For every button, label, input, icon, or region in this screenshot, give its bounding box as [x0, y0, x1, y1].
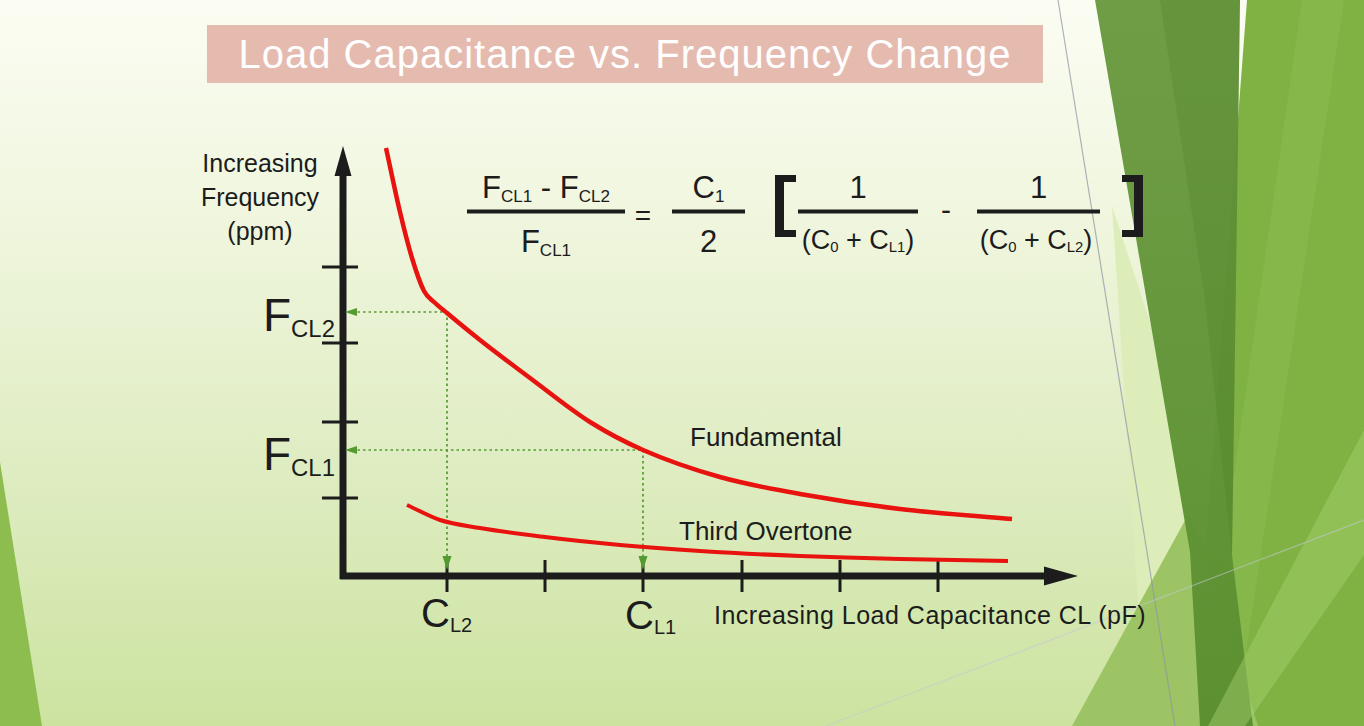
formula-minus: -: [936, 193, 956, 227]
slide-title: Load Capacitance vs. Frequency Change: [238, 32, 1011, 77]
slide-background: [0, 0, 1364, 726]
title-banner: Load Capacitance vs. Frequency Change: [207, 25, 1043, 83]
y-value-fcl1: FCL1: [263, 427, 335, 481]
y-axis-label: Increasing Frequency (ppm): [188, 146, 332, 248]
formula-c1-numerator: C1: [672, 170, 745, 206]
formula-lhs-numerator: FCL1 - FCL2: [467, 170, 625, 206]
fundamental-curve-label: Fundamental: [690, 422, 842, 453]
formula-equals: =: [628, 200, 658, 232]
formula-term2-denominator: (C0 + CL2): [968, 225, 1104, 256]
formula-lhs-denominator: FCL1: [467, 224, 625, 260]
x-value-cl1: CL1: [625, 593, 676, 638]
formula-term2-numerator: 1: [977, 170, 1100, 206]
formula-term1-denominator: (C0 + CL1): [790, 225, 926, 256]
y-value-fcl2: FCL2: [263, 288, 335, 342]
formula-c1-denominator: 2: [672, 224, 745, 260]
formula-term1-numerator: 1: [798, 170, 918, 206]
x-axis-label: Increasing Load Capacitance CL (pF): [714, 601, 1146, 630]
x-value-cl2: CL2: [421, 591, 472, 636]
third-overtone-curve-label: Third Overtone: [679, 516, 852, 547]
